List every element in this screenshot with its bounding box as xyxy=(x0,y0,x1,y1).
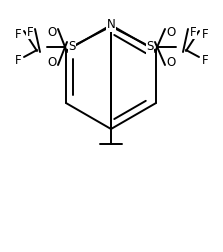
Text: O: O xyxy=(166,55,176,69)
Text: O: O xyxy=(166,25,176,39)
Text: S: S xyxy=(68,41,76,53)
Text: F: F xyxy=(15,53,21,67)
Text: O: O xyxy=(47,55,57,69)
Text: F: F xyxy=(202,27,208,41)
Text: F: F xyxy=(190,25,196,39)
Text: O: O xyxy=(47,25,57,39)
Text: N: N xyxy=(107,18,115,32)
Text: S: S xyxy=(146,41,154,53)
Text: F: F xyxy=(202,53,208,67)
Text: F: F xyxy=(27,25,33,39)
Text: F: F xyxy=(15,27,21,41)
